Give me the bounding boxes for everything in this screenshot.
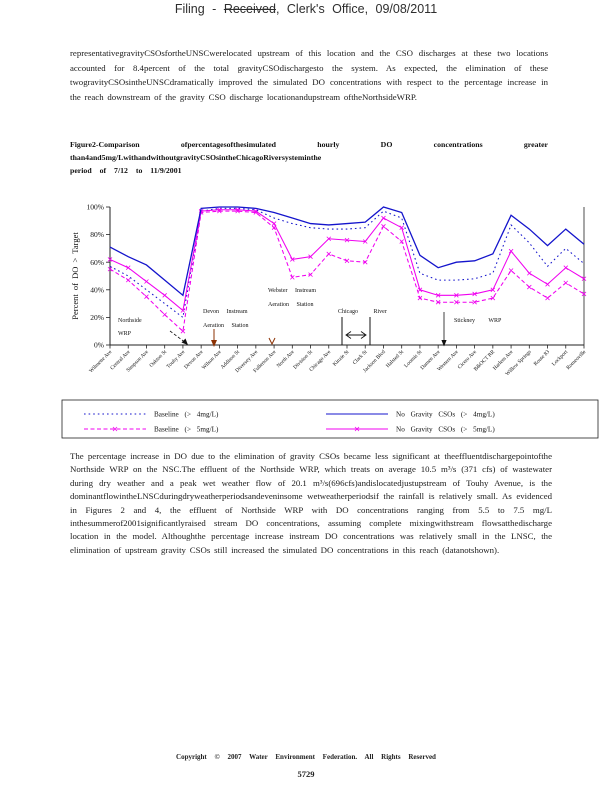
stickney-arrowhead	[441, 340, 447, 347]
series-no-gravity-csos-4mg-l-	[109, 206, 585, 297]
filing-stamp-suffix: , Clerk's Office, 09/08/2011	[275, 2, 438, 16]
annotation-chicago-river: Chicago River	[338, 309, 387, 315]
y-tick-label: 0%	[94, 341, 104, 350]
chicago-arrowhead-right	[360, 331, 367, 339]
svg-text:Baseline (> 5mg/L): Baseline (> 5mg/L)	[154, 426, 219, 434]
filing-stamp: Filing - Received, Clerk's Office, 09/08…	[0, 2, 612, 16]
northside-arrowhead	[181, 338, 188, 345]
figure-caption-line2: than4and5mg/LwithandwithoutgravityCSOsin…	[70, 153, 322, 162]
legend-entry-baseline-4mg-l-: Baseline (> 4mg/L)	[84, 411, 219, 419]
annotation-webster: Webster Instream	[268, 288, 316, 294]
svg-text:No Gravity CSOs (> 4mg/L): No Gravity CSOs (> 4mg/L)	[396, 411, 495, 419]
series-baseline-5mg-l-	[107, 208, 587, 334]
figure-caption-line3: period of 7/12 to 11/9/2001	[70, 166, 182, 175]
annotation-stickney: Stickney WRP	[454, 318, 502, 324]
legend-entry-baseline-5mg-l-: Baseline (> 5mg/L)	[84, 426, 219, 434]
y-axis-title: Percent of DO > Target	[70, 232, 80, 320]
y-tick-label: 80%	[90, 230, 104, 239]
svg-text:No Gravity CSOs (> 5mg/L): No Gravity CSOs (> 5mg/L)	[396, 426, 495, 434]
y-tick-label: 20%	[90, 313, 104, 322]
filing-stamp-received: Received	[223, 2, 276, 16]
figure-caption: Figure2-Comparison ofpercentagesofthesim…	[70, 138, 548, 177]
paragraph-2: The percentage increase in DO due to the…	[70, 451, 552, 555]
x-tick-label: Route 83	[533, 349, 551, 367]
chicago-arrowhead-left	[345, 331, 352, 339]
annotation-webster: Aeration Station	[268, 302, 314, 308]
x-tick-label: Halsted St	[385, 349, 405, 369]
y-tick-label: 40%	[90, 285, 104, 294]
x-tick-label: Romeoville	[565, 349, 587, 371]
copyright-line: Copyright © 2007 Water Environment Feder…	[176, 753, 436, 761]
annotation-northside: Northside	[118, 318, 142, 324]
legend-entry-no-gravity-csos-5mg-l-: No Gravity CSOs (> 5mg/L)	[326, 426, 495, 434]
paragraph-1: representativegravityCSOsfortheUNSCwerel…	[70, 48, 548, 102]
x-tick-label: Wilmette Ave	[88, 349, 114, 375]
annotation-northside: WRP	[118, 331, 132, 337]
svg-text:Baseline (> 4mg/L): Baseline (> 4mg/L)	[154, 411, 219, 419]
series-no-gravity-csos-5mg-l-	[107, 207, 587, 313]
legend-entry-no-gravity-csos-4mg-l-: No Gravity CSOs (> 4mg/L)	[326, 411, 495, 419]
x-tick-label: Kinzie St	[332, 349, 351, 368]
y-tick-label: 60%	[90, 258, 104, 267]
devon-arrowhead	[211, 340, 217, 347]
filing-stamp-prefix: Filing -	[174, 2, 224, 16]
y-tick-label: 100%	[87, 203, 105, 212]
x-tick-label: Clark St	[352, 349, 369, 366]
annotation-devon: Aeration Station	[203, 323, 249, 329]
figure-caption-line1: Figure2-Comparison ofpercentagesofthesim…	[70, 140, 548, 149]
series-baseline-4mg-l-	[109, 207, 585, 319]
annotation-devon: Devon Instream	[203, 309, 248, 315]
do-comparison-chart: 0% 20% 40% 60% 80% 100% Percent of DO > Target…	[61, 203, 599, 439]
legend-box	[61, 399, 599, 439]
page-number: 5729	[297, 769, 315, 779]
webster-arrowhead	[268, 337, 276, 346]
do-comparison-figure: 0% 20% 40% 60% 80% 100% Percent of DO > Target…	[60, 195, 605, 445]
